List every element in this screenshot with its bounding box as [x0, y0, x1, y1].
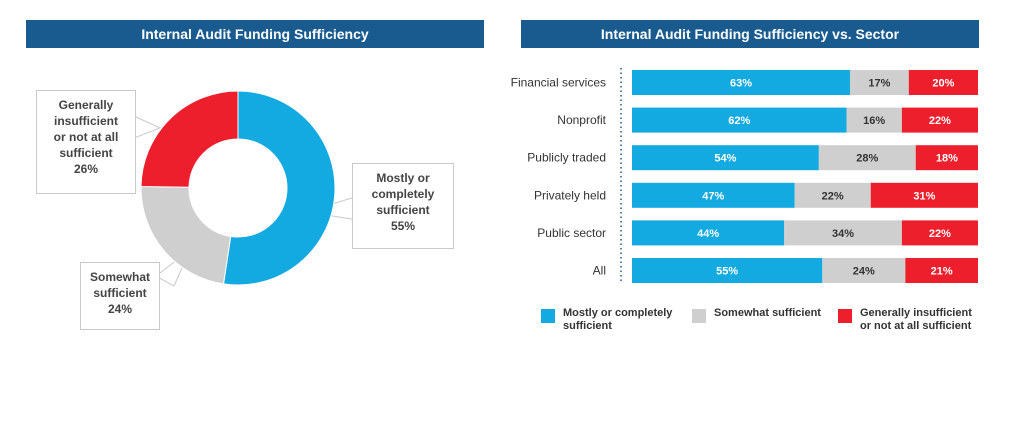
- callout-pointer-insufficient: [133, 115, 162, 139]
- callout-line: Somewhat: [89, 270, 150, 284]
- legend-line: Generally insufficient: [860, 307, 972, 319]
- legend-label-mostly: Mostly or completely sufficient: [563, 307, 672, 333]
- legend-item-insufficient: Generally insufficient or not at all suff…: [838, 307, 972, 333]
- callout-line: Mostly or: [376, 171, 430, 185]
- callout-mostly-sufficient: Mostly or completely sufficient 55%: [352, 163, 454, 249]
- legend-line: or not at all sufficient: [860, 320, 972, 332]
- legend-line: Somewhat sufficient: [714, 307, 821, 319]
- callout-value: 55%: [390, 219, 416, 233]
- donut-chart-title: Internal Audit Funding Sufficiency: [26, 20, 484, 48]
- callout-line: or not at all: [53, 130, 119, 144]
- callout-line: sufficient: [93, 286, 147, 300]
- legend-label-insufficient: Generally insufficient or not at all suff…: [860, 307, 972, 333]
- callout-line: Generally: [58, 98, 114, 112]
- legend-swatch-mostly: [541, 309, 555, 323]
- callout-line: completely: [371, 187, 435, 201]
- legend-line: sufficient: [563, 320, 612, 332]
- legend-swatch-somewhat: [692, 309, 706, 323]
- donut-slice-insufficient: [140, 90, 239, 188]
- legend-label-somewhat: Somewhat sufficient: [714, 307, 821, 320]
- legend-swatch-insufficient: [838, 309, 852, 323]
- callout-line: sufficient: [376, 203, 430, 217]
- legend-item-somewhat: Somewhat sufficient: [692, 307, 821, 323]
- callout-generally-insufficient: Generally insufficient or not at all suffic…: [36, 90, 136, 194]
- callout-line: insufficient: [53, 114, 118, 128]
- callout-value: 26%: [73, 162, 99, 176]
- legend-item-mostly: Mostly or completely sufficient: [541, 307, 672, 333]
- bar-chart-title: Internal Audit Funding Sufficiency vs. S…: [521, 20, 979, 48]
- legend-line: Mostly or completely: [563, 307, 673, 319]
- callout-value: 24%: [107, 302, 133, 316]
- callout-somewhat-sufficient: Somewhat sufficient 24%: [80, 262, 160, 330]
- callout-line: sufficient: [59, 146, 113, 160]
- donut-slice-mostly: [222, 90, 336, 286]
